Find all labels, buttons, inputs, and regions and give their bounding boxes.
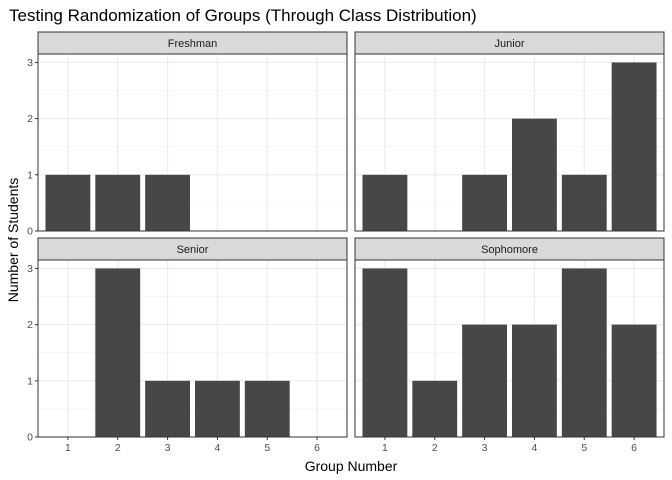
x-tick-label: 5	[264, 442, 270, 454]
y-tick-label: 2	[27, 113, 33, 125]
panel-senior: Senior 0 1 2 3 1 2 3 4 5 6	[27, 237, 348, 454]
y-tick-label: 2	[27, 319, 33, 331]
bar-junior-3	[462, 174, 508, 231]
y-tick-label: 0	[27, 432, 33, 444]
x-tick-label: 4	[214, 442, 220, 454]
panel-freshman: Freshman 0 1 2 3	[27, 31, 348, 238]
facet-strip	[37, 237, 348, 261]
x-tick-label: 1	[382, 442, 388, 454]
panel-junior: Junior	[354, 31, 665, 232]
bar-freshman-2	[95, 174, 141, 231]
bar-senior-2	[95, 268, 141, 437]
x-tick-label: 5	[581, 442, 587, 454]
x-tick-label: 1	[65, 442, 71, 454]
x-tick-label: 6	[314, 442, 320, 454]
x-tick-label: 2	[432, 442, 438, 454]
bar-junior-6	[611, 62, 657, 231]
x-tick-label: 6	[631, 442, 637, 454]
bar-sophomore-3	[462, 324, 508, 437]
chart-title: Testing Randomization of Groups (Through…	[9, 6, 477, 25]
bar-senior-3	[145, 380, 191, 437]
facet-strip-label: Junior	[495, 38, 525, 50]
x-tick-label: 4	[531, 442, 537, 454]
facet-strip	[354, 31, 665, 55]
bar-sophomore-1	[362, 268, 408, 437]
panel-sophomore: Sophomore 1 2 3 4 5 6	[354, 237, 665, 454]
bar-junior-5	[561, 174, 607, 231]
bar-freshman-1	[45, 174, 91, 231]
x-axis-title: Group Number	[305, 458, 398, 474]
y-tick-label: 3	[27, 57, 33, 69]
bar-freshman-3	[145, 174, 191, 231]
facet-strip-label: Freshman	[168, 38, 218, 50]
y-tick-label: 1	[27, 169, 33, 181]
y-tick-label: 0	[27, 226, 33, 238]
panel-background	[38, 260, 347, 437]
facet-strip	[354, 237, 665, 261]
bar-senior-5	[244, 380, 290, 437]
facet-strip-label: Sophomore	[481, 244, 538, 256]
x-tick-label: 3	[482, 442, 488, 454]
bar-junior-1	[362, 174, 408, 231]
facet-strip-label: Senior	[177, 244, 209, 256]
bar-sophomore-6	[611, 324, 657, 437]
bar-sophomore-5	[561, 268, 607, 437]
y-tick-label: 3	[27, 263, 33, 275]
x-tick-label: 2	[115, 442, 121, 454]
bar-senior-4	[194, 380, 240, 437]
bar-sophomore-4	[511, 324, 557, 437]
bar-junior-4	[511, 118, 557, 231]
x-tick-label: 3	[165, 442, 171, 454]
y-tick-label: 1	[27, 375, 33, 387]
bar-sophomore-2	[412, 380, 458, 437]
y-axis-title: Number of Students	[5, 178, 21, 303]
facet-strip	[37, 31, 348, 55]
